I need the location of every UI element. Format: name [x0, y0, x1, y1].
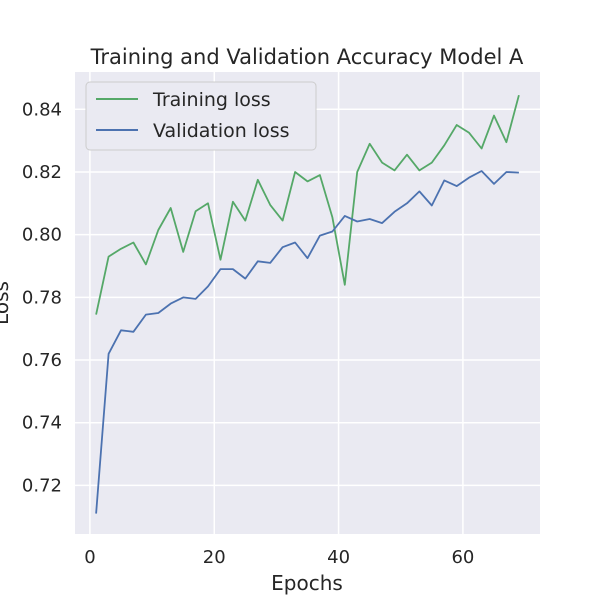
y-axis-label: Loss [0, 281, 13, 325]
y-tick-label: 0.74 [22, 413, 62, 434]
legend-label-validation: Validation loss [153, 120, 290, 142]
y-axis-ticks: 0.72 0.74 0.76 0.78 0.80 0.82 0.84 [22, 99, 62, 496]
y-tick-label: 0.82 [22, 162, 62, 183]
legend: Training loss Validation loss [85, 81, 317, 151]
x-axis-label: Epochs [271, 571, 343, 595]
chart-title: Training and Validation Accuracy Model A [90, 45, 524, 69]
x-tick-label: 0 [84, 547, 95, 568]
x-tick-label: 40 [327, 547, 350, 568]
y-tick-label: 0.76 [22, 350, 62, 371]
legend-box [85, 81, 317, 151]
x-tick-label: 60 [451, 547, 474, 568]
y-tick-label: 0.84 [22, 99, 62, 120]
legend-label-training: Training loss [152, 89, 271, 111]
series-lines [95, 94, 520, 514]
x-tick-label: 20 [203, 547, 226, 568]
x-axis-ticks: 0 20 40 60 [84, 547, 474, 568]
validation-loss-line [95, 170, 519, 514]
y-tick-label: 0.78 [22, 287, 62, 308]
y-tick-label: 0.72 [22, 475, 62, 496]
training-loss-line [95, 94, 520, 315]
y-tick-label: 0.80 [22, 225, 62, 246]
